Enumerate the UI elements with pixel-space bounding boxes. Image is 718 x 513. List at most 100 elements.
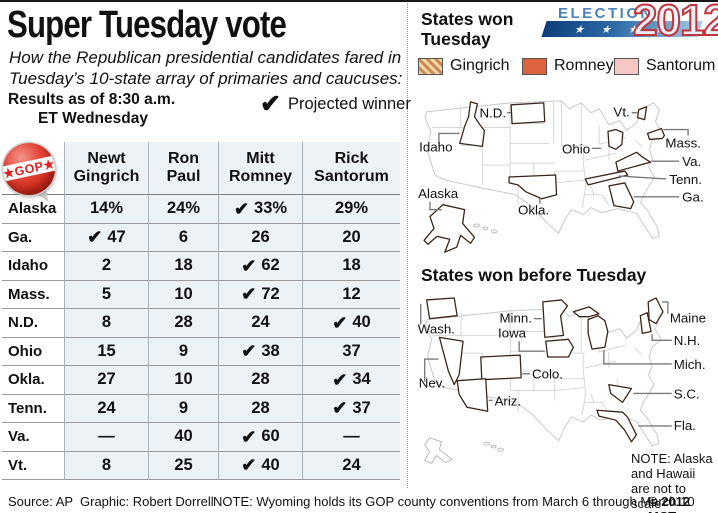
election-logo-word: ELECTION: [558, 5, 654, 22]
table-cell: ✔18: [148, 252, 218, 281]
map-state-minnesota: [542, 299, 569, 338]
winner-check-icon: ✔: [332, 312, 348, 333]
map2-heading: States won before Tuesday: [421, 265, 647, 285]
winner-check-icon: ✔: [332, 398, 348, 419]
map-label-ariz: Ariz.: [495, 393, 522, 408]
cell-value: 5: [101, 284, 112, 303]
map-label-nd: N.D.: [479, 106, 506, 121]
projected-winner-label: Projected winner: [287, 95, 411, 113]
leader-line: [651, 334, 672, 341]
cell-value: 27: [97, 370, 116, 389]
map-label-fla: Fla.: [674, 418, 696, 433]
legend-label: Romney: [554, 57, 614, 74]
table-cell: ✔24: [218, 309, 302, 338]
winner-check-icon: ✔: [241, 341, 257, 362]
election-logo-year: 2012: [632, 0, 718, 46]
cell-value: —: [98, 427, 115, 446]
hawaii-inset-outline: [497, 447, 504, 452]
table-row-ohio: Ohio ✔15 ✔9 ✔38 ✔37: [2, 337, 400, 366]
leader-line: [429, 201, 442, 211]
legend-item-gingrich: Gingrich: [418, 57, 510, 75]
cell-value: 34: [352, 370, 371, 389]
table-cell: ✔—: [302, 423, 400, 452]
table-cell: ✔6: [148, 223, 218, 252]
cell-value: 28: [251, 370, 270, 389]
table-cell: ✔28: [218, 366, 302, 395]
map-state-tennessee: [584, 170, 629, 186]
alaska-inset-outline: [423, 437, 454, 465]
map-state-washington: [425, 297, 458, 320]
cell-value: 28: [174, 313, 193, 332]
table-cell: ✔ 33%: [218, 195, 302, 224]
map-label-mich: Mich.: [674, 357, 706, 372]
map-label-minn: Minn.: [500, 311, 532, 326]
cell-value: 20: [342, 227, 361, 246]
candidate-last-name: Paul: [166, 168, 201, 185]
leader-line: [661, 301, 669, 314]
map-label-wash: Wash.: [418, 321, 455, 336]
cell-value: 26: [251, 227, 270, 246]
cell-value: —: [343, 427, 360, 446]
map-state-virginia: [615, 151, 652, 172]
hawaii-inset-outline: [490, 444, 497, 449]
table-row-alaska: Alaska ✔14% ✔24% ✔33% ✔29%: [2, 195, 400, 224]
row-state-label: Ga.: [2, 223, 64, 252]
table-cell: ✔ 72: [218, 280, 302, 309]
hawaii-inset-outline: [482, 226, 489, 231]
map-states-won-before-tuesday: Wash. Minn. Iowa Colo. Nev. Ariz. Maine …: [418, 297, 706, 465]
candidate-first-name: Mitt: [246, 150, 275, 167]
legend-item-santorum: Santorum: [614, 57, 715, 75]
candidate-last-name: Gingrich: [73, 168, 140, 185]
cell-value: 9: [178, 341, 189, 360]
cell-value: 12: [342, 284, 361, 303]
cell-value: 24: [251, 313, 270, 332]
subtitle: How the Republican presidential candidat…: [9, 48, 403, 88]
legend-item-romney: Romney: [522, 57, 614, 75]
table-cell: ✔40: [218, 451, 302, 480]
table-row-virginia: Va. ✔— ✔40 ✔60 ✔—: [2, 423, 400, 452]
footer-copyright: © 2012 MCT: [648, 494, 691, 513]
leader-line: [438, 132, 460, 145]
panel-divider: [407, 3, 408, 488]
results-line1: Results as of 8:30 a.m.: [8, 91, 176, 108]
cell-value: 25: [174, 455, 193, 474]
table-cell: ✔ 60: [218, 423, 302, 452]
table-row-oklahoma: Okla. ✔27 ✔10 ✔28 ✔34: [2, 366, 400, 395]
cell-value: 8: [101, 313, 112, 332]
map-label-iowa: Iowa: [498, 325, 527, 340]
table-cell: ✔9: [148, 337, 218, 366]
table-cell: ✔14%: [64, 195, 148, 224]
footer-source: Source: AP: [8, 494, 74, 509]
cell-value: 24: [342, 455, 361, 474]
map-state-oklahoma: [508, 174, 558, 200]
cell-value: 28: [251, 398, 270, 417]
map1-heading: States won Tuesday: [421, 9, 514, 49]
cell-value: 18: [342, 256, 361, 275]
table-cell: ✔8: [64, 451, 148, 480]
leader-line: [518, 341, 545, 352]
leader-line: [618, 175, 667, 180]
table-cell: ✔10: [148, 366, 218, 395]
table-cell: ✔29%: [302, 195, 400, 224]
cell-value: 18: [174, 256, 193, 275]
table-cell: ✔15: [64, 337, 148, 366]
column-header-romney: Mitt Romney: [218, 142, 302, 195]
table-cell: ✔5: [64, 280, 148, 309]
table-cell: ✔10: [148, 280, 218, 309]
row-state-label: Tenn.: [2, 394, 64, 423]
winner-check-icon: ✔: [241, 255, 257, 276]
winner-check-icon: ✔: [241, 284, 257, 305]
cell-value: 24%: [166, 199, 201, 218]
row-state-label: N.D.: [2, 309, 64, 338]
cell-value: 14%: [89, 199, 124, 218]
map-state-nevada: [438, 336, 464, 386]
row-state-label: Okla.: [2, 366, 64, 395]
table-cell: ✔18: [302, 252, 400, 281]
cell-value: 40: [174, 427, 193, 446]
winner-check-icon: ✔: [233, 198, 250, 219]
table-cell: ✔28: [218, 394, 302, 423]
gop-badge: ★GOP★: [3, 143, 55, 195]
row-state-label: Ohio: [2, 337, 64, 366]
cell-value: 2: [101, 256, 112, 275]
